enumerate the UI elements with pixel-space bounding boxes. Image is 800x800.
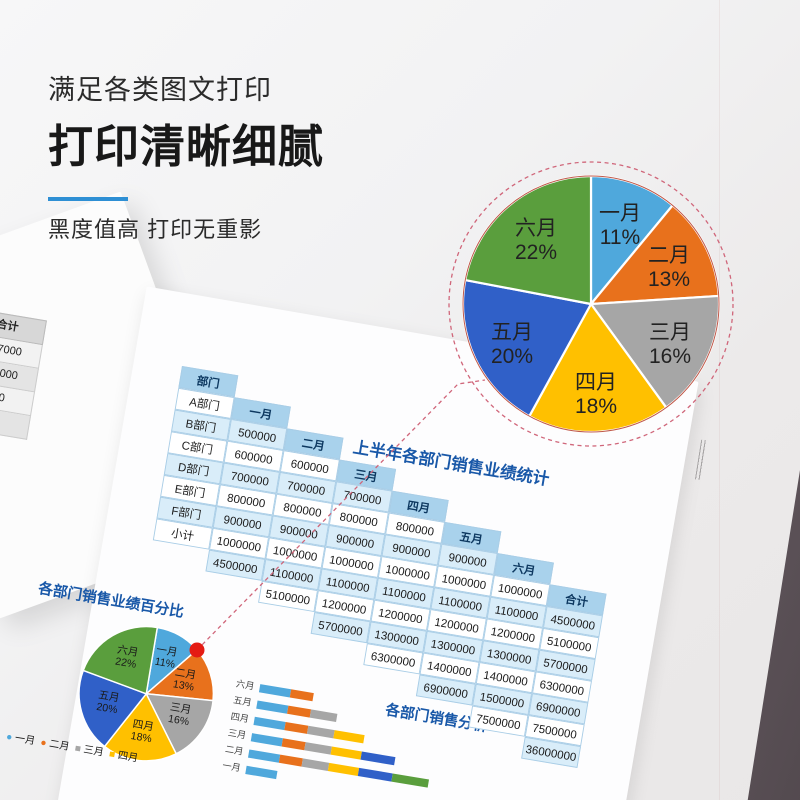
svg-text:五月20%: 五月20% [491, 321, 533, 368]
svg-text:六月22%: 六月22% [515, 217, 557, 264]
svg-text:一月11%: 一月11% [599, 202, 641, 249]
svg-text:三月16%: 三月16% [649, 321, 691, 368]
svg-text:二月13%: 二月13% [648, 244, 690, 291]
svg-text:四月18%: 四月18% [575, 371, 617, 418]
